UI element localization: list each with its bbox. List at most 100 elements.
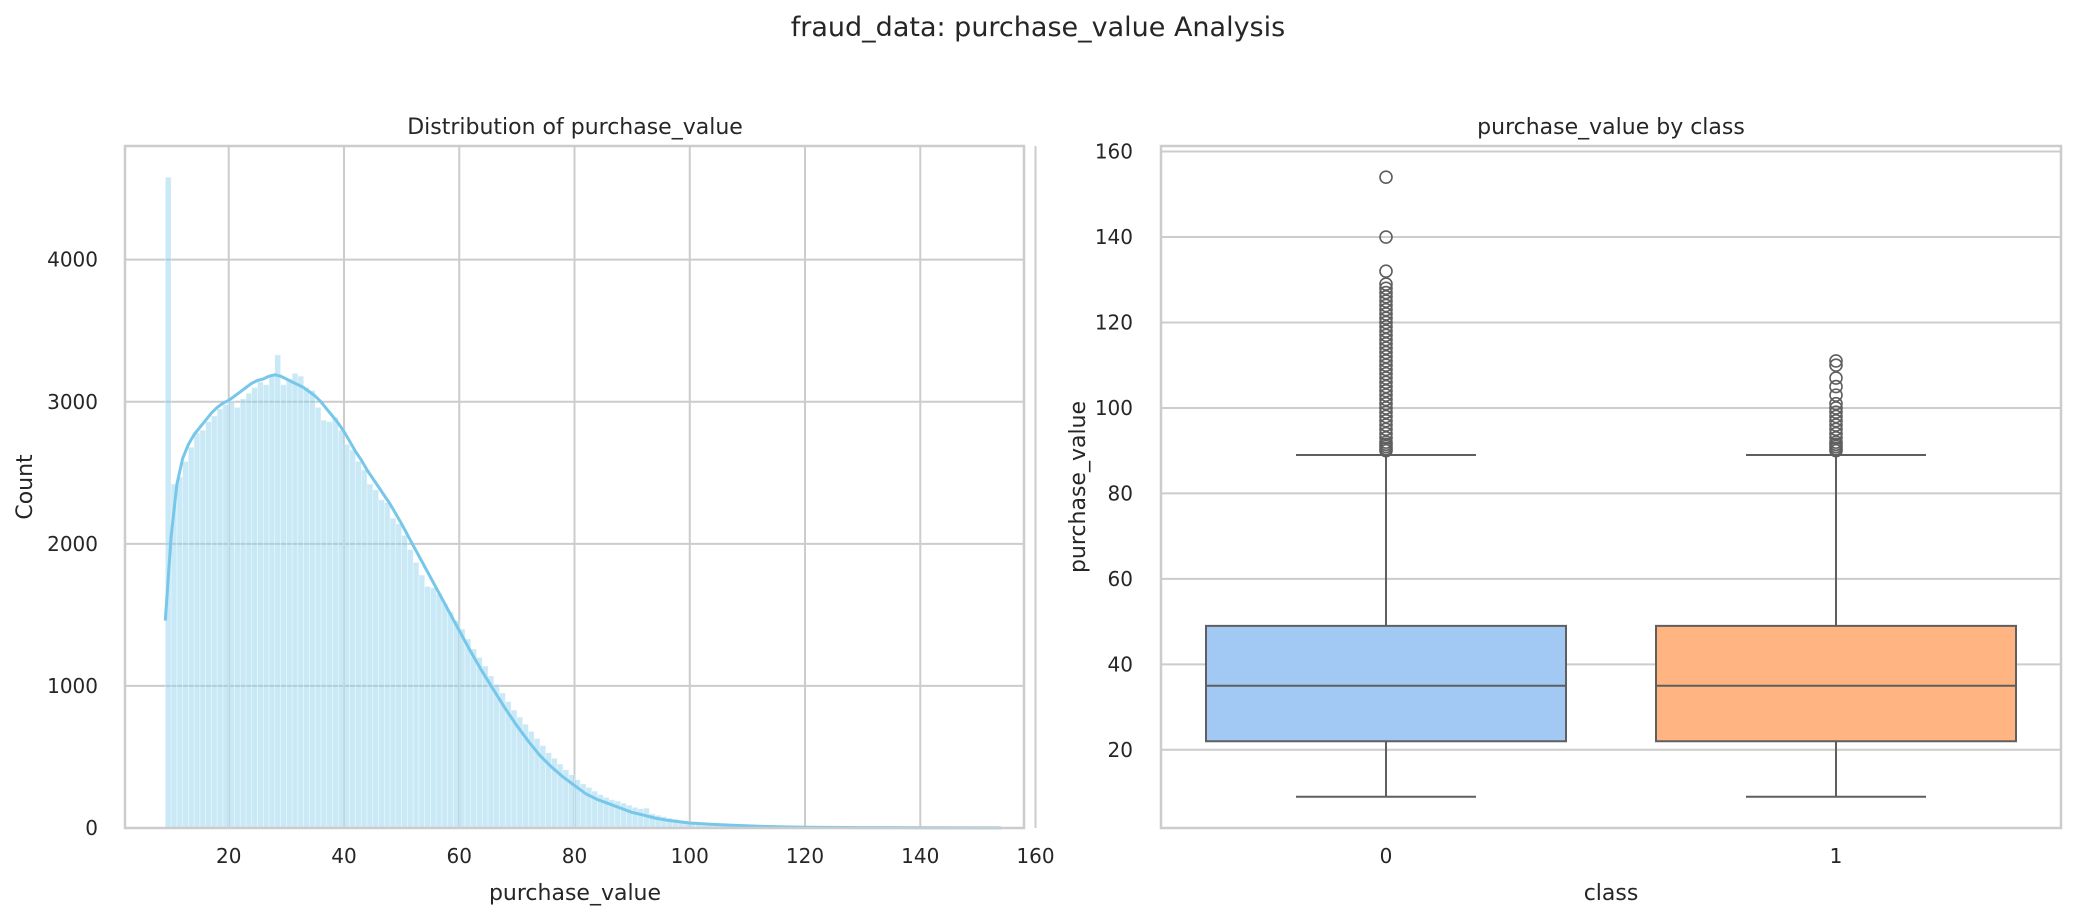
histogram-bar <box>176 476 183 829</box>
boxplot-outlier <box>1379 332 1393 347</box>
histogram-bars <box>165 176 1002 829</box>
histogram-bar <box>188 446 195 829</box>
histogram-y-tick-label: 0 <box>85 816 98 840</box>
boxplot-frame <box>1159 144 2063 830</box>
boxplot-outlier <box>1379 379 1393 394</box>
histogram-bar <box>228 401 235 829</box>
histogram-y-tick-label: 2000 <box>47 532 98 556</box>
histogram-bar <box>263 384 270 829</box>
histogram-bar <box>510 709 518 829</box>
histogram-bar <box>280 384 287 829</box>
boxplot-y-label: purchase_value <box>1066 401 1091 573</box>
histogram-x-tick-label: 20 <box>216 844 241 868</box>
histogram-bar <box>637 808 644 829</box>
histogram-bar <box>464 638 472 829</box>
histogram-bar <box>453 620 460 829</box>
histogram-bar <box>274 354 281 829</box>
boxplot-box <box>1655 624 2017 743</box>
histogram-bar <box>441 603 449 829</box>
histogram-bar <box>291 373 299 829</box>
histogram-bar <box>487 675 495 829</box>
boxplot-outlier <box>1829 379 1843 394</box>
histogram-bar <box>360 469 368 829</box>
boxplot-outlier <box>1379 319 1393 334</box>
histogram-y-tick-label: 3000 <box>47 390 98 414</box>
boxplot-outlier <box>1379 354 1393 368</box>
histogram-bar <box>458 628 466 829</box>
boxplot-group-1 <box>1655 354 2017 798</box>
boxplot-outlier <box>1379 396 1393 411</box>
histogram-bar <box>389 517 397 829</box>
histogram-x-label: purchase_value <box>489 881 661 906</box>
histogram-chart: Distribution of purchase_value 20 40 60 80 1… <box>13 115 1055 906</box>
boxplot-outlier <box>1379 371 1393 385</box>
boxplot-outlier <box>1379 413 1393 428</box>
histogram-bar <box>435 593 443 829</box>
histogram-bar <box>407 549 414 829</box>
histogram-bar <box>257 381 264 829</box>
boxplot-outlier <box>1379 285 1393 300</box>
histogram-y-tick-label: 4000 <box>47 248 98 272</box>
histogram-title: Distribution of purchase_value <box>407 115 743 140</box>
boxplot-outlier <box>1829 401 1843 415</box>
histogram-kde-line <box>163 373 1001 830</box>
histogram-y-label: Count <box>13 454 38 520</box>
histogram-bar <box>234 407 241 829</box>
boxplot-outlier <box>1379 435 1393 449</box>
histogram-bar <box>251 387 258 829</box>
boxplot-outlier <box>1379 324 1393 338</box>
boxplot-outlier <box>1379 431 1393 445</box>
boxplot-outlier <box>1379 392 1393 407</box>
boxplot-y-tick-label: 120 <box>1095 310 1133 334</box>
boxplot-outlier <box>1379 366 1393 381</box>
histogram-bar <box>470 648 477 829</box>
histogram-bar <box>343 444 351 829</box>
histogram-bar <box>216 408 224 829</box>
histogram-bar <box>476 657 483 829</box>
histogram-bar <box>505 701 512 829</box>
histogram-bar <box>418 574 425 829</box>
histogram-bar <box>643 807 650 829</box>
boxplot-boxes <box>1205 170 2017 798</box>
histogram-x-ticks: 20 40 60 80 100 120 140 160 <box>216 844 1055 868</box>
boxplot-outlier <box>1379 384 1393 398</box>
histogram-bar <box>205 421 212 829</box>
boxplot-outlier <box>1379 418 1393 432</box>
boxplot-outlier <box>1379 345 1393 360</box>
boxplot-outlier <box>1379 307 1393 321</box>
histogram-frame <box>123 144 1026 830</box>
boxplot-outlier <box>1379 349 1393 364</box>
boxplot-y-tick-label: 80 <box>1108 481 1133 505</box>
boxplot-outlier <box>1379 264 1393 279</box>
histogram-bar <box>268 375 276 829</box>
histogram-bar <box>481 665 489 829</box>
boxplot-y-tick-label: 100 <box>1095 396 1133 420</box>
boxplot-box <box>1205 624 1567 743</box>
boxplot-outlier <box>1829 413 1843 428</box>
histogram-bar <box>199 429 206 829</box>
histogram-bar <box>384 502 391 829</box>
histogram-bar <box>326 421 333 829</box>
boxplot-outlier <box>1379 409 1393 424</box>
boxplot-outlier <box>1379 362 1393 377</box>
histogram-bar <box>493 684 500 829</box>
histogram-bar <box>193 432 201 829</box>
boxplot-y-tick-label: 20 <box>1108 738 1133 762</box>
histogram-bar <box>303 387 310 829</box>
histogram-bar <box>395 523 402 829</box>
boxplot-group-0 <box>1205 170 1567 798</box>
boxplot-x-tick-label: 1 <box>1830 844 1843 868</box>
boxplot-outlier <box>1829 409 1843 424</box>
boxplot-outlier <box>1379 230 1393 244</box>
histogram-bar <box>222 404 230 829</box>
boxplot-title: purchase_value by class <box>1477 115 1745 140</box>
histogram-bar <box>245 392 253 829</box>
boxplot-outlier <box>1379 328 1393 343</box>
histogram-bar <box>320 419 327 829</box>
boxplot-outlier <box>1379 375 1393 390</box>
histogram-bar <box>239 398 247 829</box>
boxplot-y-tick-label: 140 <box>1095 225 1133 249</box>
boxplot-outlier <box>1379 294 1393 308</box>
boxplot-outlier <box>1829 396 1843 411</box>
